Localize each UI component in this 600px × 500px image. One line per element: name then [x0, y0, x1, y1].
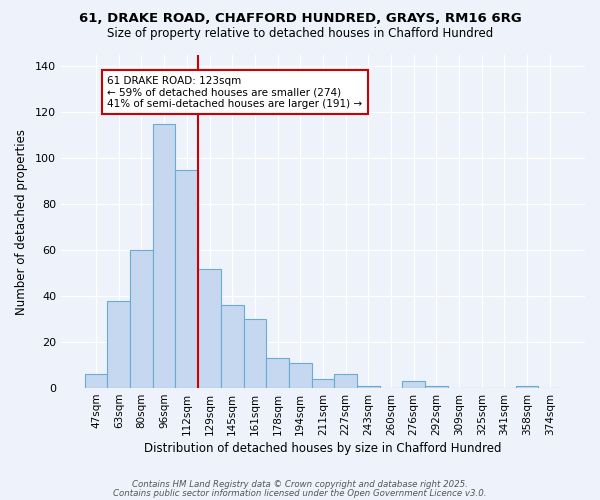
- Bar: [425, 386, 448, 388]
- Bar: [334, 374, 357, 388]
- Text: Size of property relative to detached houses in Chafford Hundred: Size of property relative to detached ho…: [107, 28, 493, 40]
- Text: Contains HM Land Registry data © Crown copyright and database right 2025.: Contains HM Land Registry data © Crown c…: [132, 480, 468, 489]
- Bar: [266, 358, 289, 388]
- Bar: [85, 374, 107, 388]
- X-axis label: Distribution of detached houses by size in Chafford Hundred: Distribution of detached houses by size …: [144, 442, 502, 455]
- Bar: [130, 250, 153, 388]
- Bar: [357, 386, 380, 388]
- Bar: [221, 306, 244, 388]
- Bar: [175, 170, 198, 388]
- Bar: [153, 124, 175, 388]
- Bar: [198, 268, 221, 388]
- Text: 61, DRAKE ROAD, CHAFFORD HUNDRED, GRAYS, RM16 6RG: 61, DRAKE ROAD, CHAFFORD HUNDRED, GRAYS,…: [79, 12, 521, 26]
- Y-axis label: Number of detached properties: Number of detached properties: [15, 128, 28, 314]
- Bar: [516, 386, 538, 388]
- Bar: [244, 319, 266, 388]
- Bar: [289, 363, 311, 388]
- Bar: [311, 379, 334, 388]
- Text: Contains public sector information licensed under the Open Government Licence v3: Contains public sector information licen…: [113, 490, 487, 498]
- Text: 61 DRAKE ROAD: 123sqm
← 59% of detached houses are smaller (274)
41% of semi-det: 61 DRAKE ROAD: 123sqm ← 59% of detached …: [107, 76, 362, 109]
- Bar: [107, 301, 130, 388]
- Bar: [403, 381, 425, 388]
